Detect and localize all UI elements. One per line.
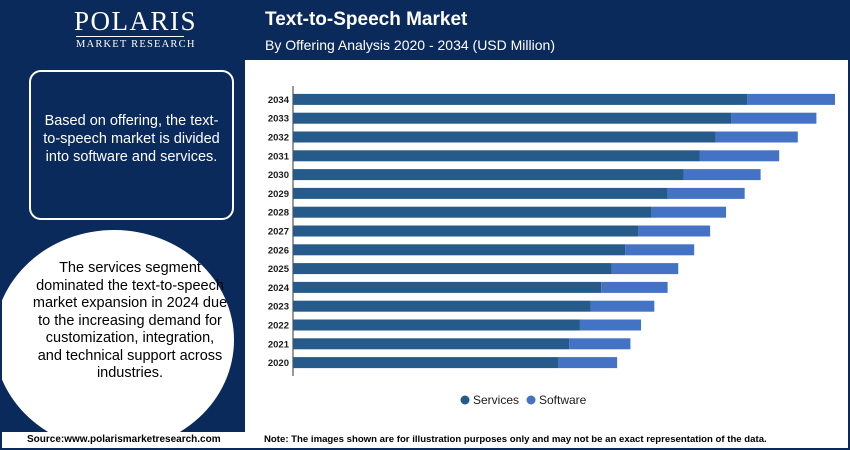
y-tick-label: 2023: [268, 302, 289, 313]
bar-services: [293, 319, 580, 331]
bar-services: [293, 338, 570, 350]
bar-software: [558, 357, 618, 369]
page-title: Text-to-Speech Market: [265, 9, 468, 30]
bar-software: [731, 112, 817, 124]
y-tick-label: 2033: [268, 114, 289, 125]
bar-chart: 2034 2033 2032 2031 2030 2029 2028 2027 2026 2025…: [268, 86, 835, 407]
bar-services: [293, 300, 591, 312]
y-tick-label: 2024: [268, 283, 290, 294]
page-subtitle: By Offering Analysis 2020 - 2034 (USD Mi…: [265, 37, 555, 53]
legend-services-label: Services: [473, 393, 519, 407]
y-tick-label: 2020: [268, 358, 289, 369]
bar-services: [293, 206, 652, 218]
bar-software: [715, 131, 798, 143]
bar-software: [611, 263, 679, 275]
legend-software-label: Software: [539, 393, 587, 407]
bar-software: [569, 338, 631, 350]
y-tick-label: 2026: [268, 245, 289, 256]
y-tick-label: 2034: [268, 95, 290, 106]
bar-software: [590, 300, 655, 312]
bar-services: [293, 93, 748, 105]
brand-logo: POLARIS: [74, 6, 198, 36]
bar-software: [638, 225, 711, 237]
bar-services: [293, 357, 559, 369]
info-box: Based on offering, the text-to-speech ma…: [29, 70, 234, 220]
footer-bar: [2, 432, 848, 448]
y-tick-label: 2028: [268, 208, 289, 219]
bar-software: [667, 187, 745, 199]
bar-services: [293, 131, 716, 143]
y-tick-label: 2029: [268, 189, 289, 200]
y-tick-label: 2027: [268, 227, 289, 238]
highlight-circle: [2, 230, 234, 448]
header-bar: Text-to-Speech Market By Offering Analys…: [245, 2, 848, 60]
bar-services: [293, 263, 612, 275]
bar-services: [293, 169, 684, 181]
brand-tagline: MARKET RESEARCH: [76, 39, 196, 50]
bar-software: [699, 150, 780, 162]
source-text: Source:www.polarismarketresearch.com: [27, 434, 221, 445]
bar-services: [293, 187, 668, 199]
y-tick-label: 2031: [268, 151, 290, 162]
bar-services: [293, 112, 732, 124]
highlight-text: The services segment dominated the text-…: [32, 260, 228, 381]
bar-software: [683, 169, 761, 181]
y-tick-label: 2022: [268, 321, 289, 332]
y-tick-label: 2025: [268, 264, 290, 275]
bar-software: [747, 93, 835, 105]
bar-software: [601, 281, 668, 293]
bar-software: [651, 206, 727, 218]
legend-services-marker: [460, 395, 470, 405]
bar-services: [293, 225, 639, 237]
y-tick-label: 2021: [268, 339, 290, 350]
info-text: Based on offering, the text-to-speech ma…: [43, 113, 220, 165]
legend-software-marker: [526, 395, 536, 405]
bar-services: [293, 150, 700, 162]
y-tick-label: 2032: [268, 133, 289, 144]
bar-services: [293, 244, 626, 256]
bar-software: [579, 319, 642, 331]
logo-divider: [76, 36, 184, 37]
bar-services: [293, 281, 602, 293]
note-text: Note: The images shown are for illustrat…: [264, 434, 767, 445]
y-tick-label: 2030: [268, 170, 289, 181]
bar-software: [625, 244, 695, 256]
